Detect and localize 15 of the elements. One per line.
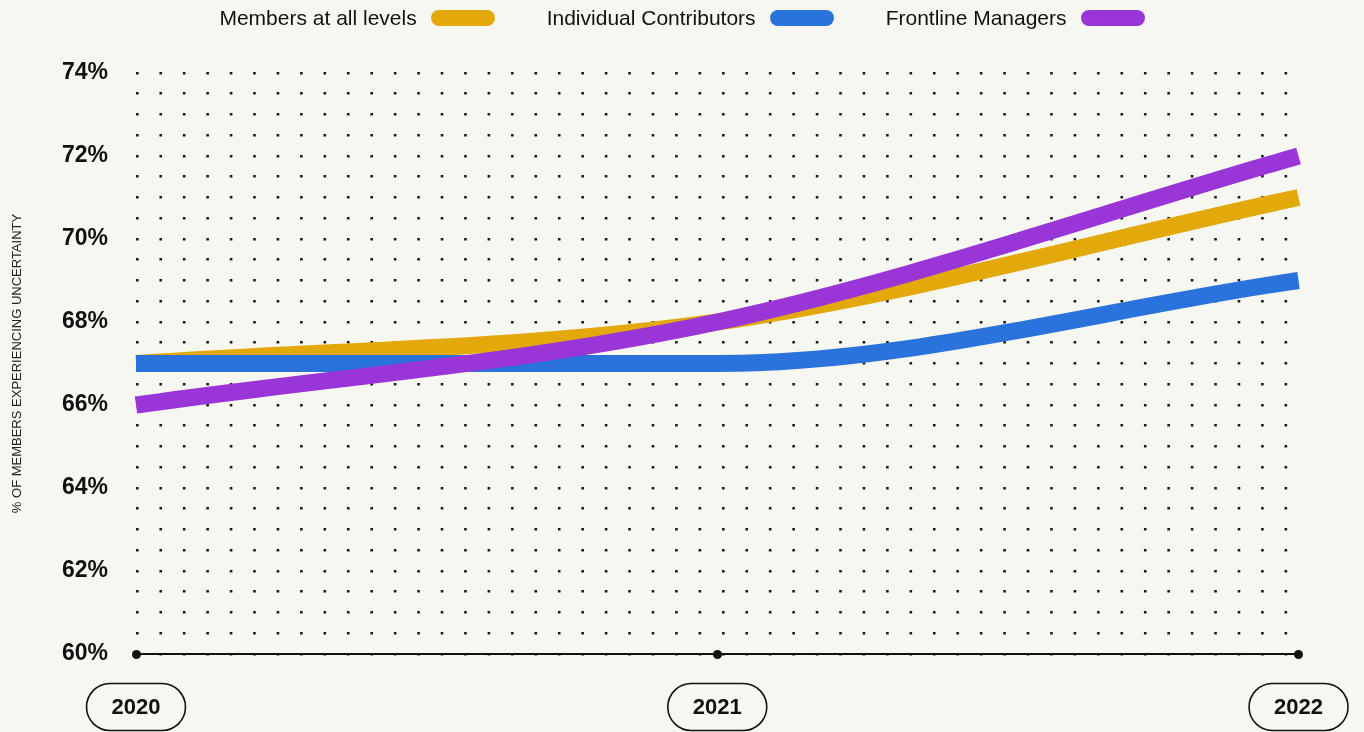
x-tick-label: 2020: [111, 694, 161, 720]
y-tick-label: 62%: [61, 556, 108, 583]
legend-label: Individual Contributors: [546, 6, 756, 30]
y-tick-label: 70%: [61, 224, 108, 251]
y-tick-label: 72%: [61, 141, 108, 168]
y-tick-label: 66%: [61, 390, 108, 417]
y-tick-label: 68%: [61, 307, 108, 334]
y-tick-label: 74%: [61, 58, 108, 85]
y-tick-label: 64%: [61, 473, 108, 500]
x-tick-label: 2022: [1274, 694, 1324, 720]
y-axis-title: % OF MEMBERS EXPERIENCING UNCERTAINTY: [9, 213, 25, 514]
x-tick-label: 2021: [692, 694, 742, 720]
legend-label: Frontline Managers: [885, 6, 1067, 30]
legend-label: Members at all levels: [219, 6, 417, 30]
y-tick-label: 60%: [61, 639, 108, 666]
